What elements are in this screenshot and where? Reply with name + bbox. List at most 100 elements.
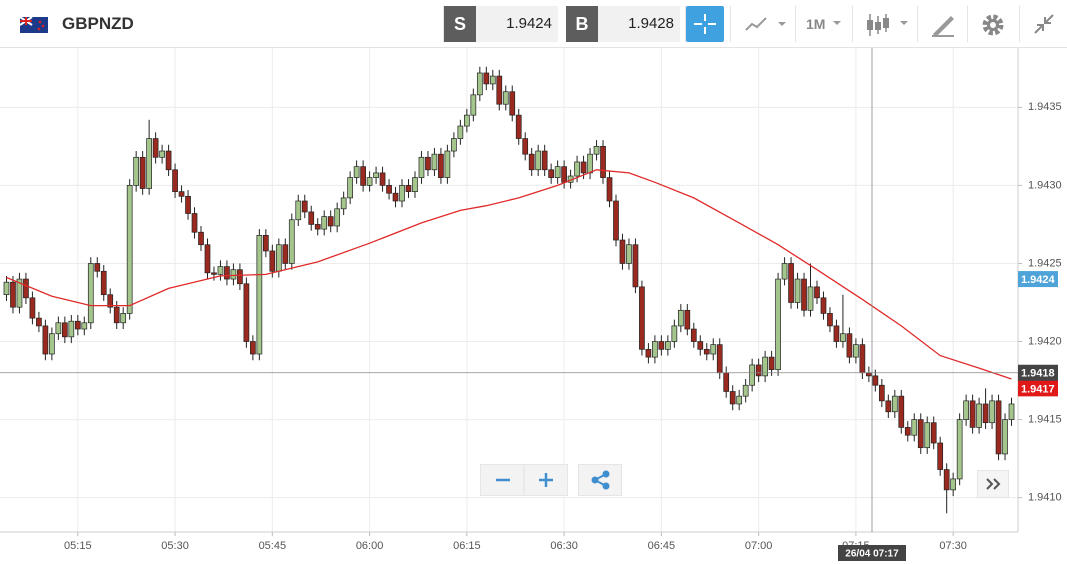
candle-body xyxy=(924,422,931,449)
candle-type-button[interactable] xyxy=(866,12,910,38)
x-tick-label: 05:30 xyxy=(161,540,189,552)
buy-price[interactable]: 1.9428 xyxy=(598,6,680,42)
sell-price[interactable]: 1.9424 xyxy=(476,6,558,42)
candle-body xyxy=(10,281,16,308)
candle-body xyxy=(820,297,827,314)
candle-body xyxy=(36,317,42,327)
candle-body xyxy=(781,263,788,280)
scroll-end-button[interactable] xyxy=(977,470,1009,498)
candle-body xyxy=(600,146,606,178)
candle-body xyxy=(230,269,237,280)
dropdown-arrow xyxy=(833,21,841,25)
y-tick-label: 1.9410 xyxy=(1028,492,1062,504)
candle-body xyxy=(159,150,165,158)
candle-body xyxy=(762,356,768,377)
candle-body xyxy=(334,208,341,227)
candle-body xyxy=(470,94,477,116)
candle-body xyxy=(606,177,613,202)
candle-body xyxy=(736,395,743,405)
buy-button[interactable]: B xyxy=(566,6,598,42)
candle-body xyxy=(827,313,833,327)
candle-body xyxy=(288,219,295,264)
candle-body xyxy=(301,200,308,213)
candle-body xyxy=(269,250,276,272)
candle-body xyxy=(814,286,820,299)
x-tick-label: 05:15 xyxy=(64,540,92,552)
candle-body xyxy=(690,328,697,342)
chart-type-button[interactable] xyxy=(744,14,788,36)
x-tick-label: 07:30 xyxy=(939,540,967,552)
y-tick-label: 1.9430 xyxy=(1028,179,1062,191)
candle-body xyxy=(392,192,399,202)
candle-body xyxy=(716,344,723,374)
timeframe[interactable]: 1M xyxy=(806,16,826,32)
candle-body xyxy=(723,372,730,392)
candle-body xyxy=(457,125,464,139)
candle-body xyxy=(619,239,626,264)
price-marker xyxy=(1018,271,1058,288)
x-tick-label: 07:00 xyxy=(745,540,773,552)
candle-body xyxy=(425,156,431,171)
candle-body xyxy=(502,91,509,105)
candle-body xyxy=(509,91,516,116)
flag-icon xyxy=(20,17,48,33)
crosshair-button[interactable] xyxy=(686,6,724,42)
candle-body xyxy=(204,244,211,274)
y-tick-label: 1.9415 xyxy=(1028,413,1062,425)
candle-body xyxy=(943,469,950,491)
candle-body xyxy=(42,325,49,355)
candle-body xyxy=(327,216,334,227)
candle-body xyxy=(833,325,840,342)
candle-body xyxy=(496,75,503,105)
candle-body xyxy=(126,185,133,314)
candle-body xyxy=(671,325,678,342)
draw-button[interactable] xyxy=(930,12,956,38)
moving-average-line xyxy=(6,169,1012,380)
sell-button[interactable]: S xyxy=(444,6,476,42)
candle-body xyxy=(113,306,120,324)
candle-body xyxy=(94,263,101,272)
candle-body xyxy=(451,138,457,152)
candle-body xyxy=(548,169,554,178)
candle-body xyxy=(768,356,775,370)
candle-body xyxy=(464,114,470,127)
candle-body xyxy=(878,384,885,402)
candle-body xyxy=(217,266,224,275)
candle-body xyxy=(61,322,68,338)
candle-body xyxy=(580,161,587,174)
candle-body xyxy=(613,200,619,241)
candle-body xyxy=(3,281,10,296)
price-marker xyxy=(1018,380,1058,397)
candle-body xyxy=(729,391,736,405)
candle-body xyxy=(528,153,535,171)
share-icon xyxy=(591,470,610,490)
zoom-in[interactable] xyxy=(539,473,553,487)
candle-body xyxy=(639,286,645,350)
candle-body xyxy=(891,395,898,413)
candle-body xyxy=(1008,403,1015,420)
candle-body xyxy=(81,322,88,330)
candle-body xyxy=(593,146,600,155)
candle-body xyxy=(587,153,593,174)
candle-body xyxy=(178,191,185,197)
candle-body xyxy=(275,244,282,272)
candle-body xyxy=(917,419,924,449)
candle-body xyxy=(956,419,963,480)
candle-body xyxy=(107,294,114,308)
share-button[interactable] xyxy=(578,464,622,496)
candle-body xyxy=(749,364,756,386)
candle-body xyxy=(152,138,159,158)
x-tick-label: 06:00 xyxy=(356,540,384,552)
candle-body xyxy=(23,278,29,299)
settings-button[interactable] xyxy=(980,12,1006,38)
candle-body xyxy=(16,278,23,308)
candle-body xyxy=(483,72,490,85)
candle-body xyxy=(989,400,995,424)
candle-body xyxy=(405,185,412,192)
candle-body xyxy=(963,400,969,420)
candle-body xyxy=(353,166,360,178)
candle-body xyxy=(172,169,178,192)
candle-body xyxy=(412,177,418,192)
symbol: GBPNZD xyxy=(62,14,134,33)
collapse-button[interactable] xyxy=(1032,12,1056,36)
